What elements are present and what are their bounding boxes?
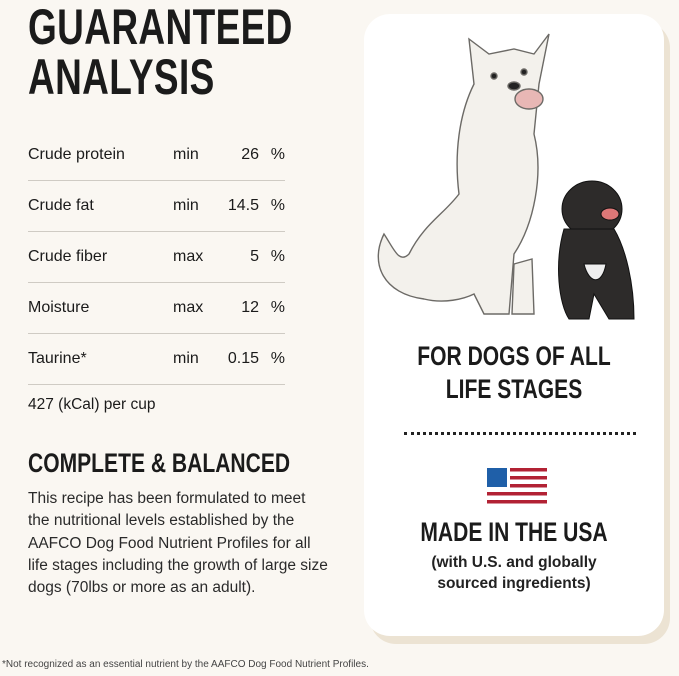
white-dog-icon: [377, 33, 550, 315]
page-title: GUARANTEED ANALYSIS: [28, 2, 386, 102]
made-in-usa-heading: MADE IN THE USA: [364, 516, 664, 549]
nutrient-label: Crude fat: [28, 197, 94, 214]
table-row: Moisture max 12%: [28, 283, 285, 334]
title-line-2: ANALYSIS: [28, 49, 215, 105]
unit: %: [270, 350, 285, 367]
feature-card: FOR DOGS OF ALL LIFE STAGES MADE IN THE …: [364, 14, 664, 636]
nutrient-label: Crude protein: [28, 146, 125, 163]
us-flag-icon: [487, 468, 547, 504]
footnote: *Not recognized as an essential nutrient…: [2, 659, 369, 670]
black-dog-icon: [558, 180, 635, 320]
dotted-divider: [404, 432, 636, 435]
sourcing-line-1: (with U.S. and globally: [431, 554, 597, 571]
complete-text: This recipe has been formulated to meet …: [28, 490, 328, 597]
qualifier: min: [173, 146, 199, 163]
nutrient-label: Taurine*: [28, 350, 87, 367]
unit: %: [270, 299, 285, 316]
qualifier: min: [173, 197, 199, 214]
calories: 427 (kCal) per cup: [28, 396, 156, 413]
life-stages-heading: FOR DOGS OF ALL LIFE STAGES: [364, 340, 664, 406]
nutrient-label: Moisture: [28, 299, 90, 316]
sourcing-line-2: sourced ingredients): [437, 575, 591, 592]
value: 26: [241, 146, 259, 163]
unit: %: [270, 248, 285, 265]
table-row: Crude fat min 14.5%: [28, 181, 285, 232]
value: 0.15: [227, 350, 259, 367]
value: 14.5: [227, 197, 259, 214]
unit: %: [270, 197, 285, 214]
life-stages-line-2: LIFE STAGES: [445, 374, 583, 404]
analysis-table: Crude protein min 26% Crude fat min 14.5% Cr…: [28, 130, 285, 385]
complete-heading: COMPLETE & BALANCED: [28, 448, 364, 479]
qualifier: max: [173, 248, 204, 265]
table-row: Taurine* min 0.15%: [28, 334, 285, 385]
qualifier: max: [173, 299, 204, 316]
value: 12: [241, 299, 259, 316]
dogs-illustration: [377, 33, 635, 320]
nutrient-label: Crude fiber: [28, 248, 108, 265]
unit: %: [270, 146, 285, 163]
title-line-1: GUARANTEED: [28, 0, 293, 55]
qualifier: min: [173, 350, 199, 367]
life-stages-line-1: FOR DOGS OF ALL: [417, 341, 611, 371]
table-row: Crude fiber max 5%: [28, 232, 285, 283]
value: 5: [250, 248, 259, 265]
complete-heading-text: COMPLETE & BALANCED: [28, 448, 291, 478]
made-in-usa-text: MADE IN THE USA: [420, 517, 608, 547]
table-row: Crude protein min 26%: [28, 130, 285, 181]
sourcing-note: (with U.S. and globally sourced ingredie…: [364, 552, 664, 594]
